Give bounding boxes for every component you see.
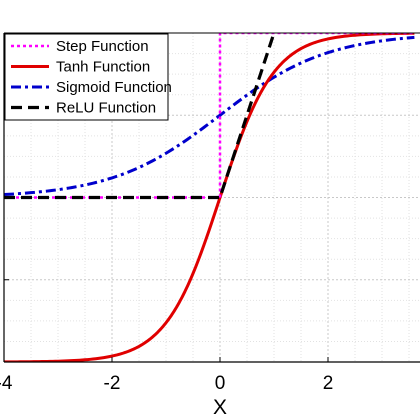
- x-tick-label: 2: [323, 373, 334, 394]
- legend-label: Sigmoid Function: [56, 79, 172, 96]
- legend-box: [4, 33, 169, 121]
- relu-function-line: [4, 33, 276, 200]
- sigmoid-function-line: [4, 35, 415, 197]
- axes: [3, 32, 420, 363]
- legend-label: ReLU Function: [56, 100, 156, 117]
- legend: Step Function Tanh Function Sigmoid Functi…: [4, 33, 172, 121]
- tick-labels: -4 -2 0 2: [0, 373, 333, 394]
- tanh-function-line: [4, 33, 415, 362]
- x-axis-title: X: [213, 396, 227, 419]
- series-group: [4, 33, 415, 362]
- x-tick-label: 0: [215, 373, 226, 394]
- x-tick-label: -2: [104, 373, 121, 394]
- legend-label: Tanh Function: [56, 59, 150, 76]
- x-tick-label: -4: [0, 373, 13, 394]
- legend-label: Step Function: [56, 38, 149, 55]
